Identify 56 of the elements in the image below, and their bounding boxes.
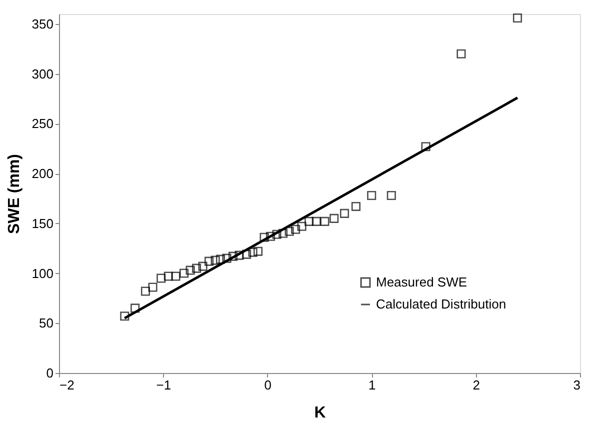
point <box>164 272 173 281</box>
point <box>312 216 321 226</box>
point <box>284 226 294 236</box>
x-tick-label: 1 <box>368 378 376 392</box>
x-tick-label: −1 <box>156 378 172 392</box>
point <box>386 190 396 200</box>
x-tick-label: 0 <box>264 378 272 392</box>
point <box>171 272 180 281</box>
point <box>266 232 276 241</box>
point <box>272 230 282 239</box>
point <box>242 250 252 259</box>
point <box>180 268 189 278</box>
point <box>456 49 466 58</box>
point <box>248 248 258 257</box>
y-tick-label: 150 <box>32 216 54 231</box>
y-tick-label: 300 <box>32 66 54 82</box>
point <box>512 13 522 23</box>
point <box>148 282 158 292</box>
y-tick-label: 350 <box>32 16 54 32</box>
y-tick-label: 250 <box>32 116 54 132</box>
point <box>216 254 226 264</box>
point <box>297 222 306 231</box>
point <box>304 216 314 226</box>
point <box>254 246 263 256</box>
point <box>228 252 238 261</box>
x-tick-label: 2 <box>472 378 480 392</box>
point <box>186 266 195 275</box>
point <box>130 304 140 313</box>
x-tick-label: −2 <box>60 378 74 392</box>
point <box>210 256 220 265</box>
point <box>156 274 166 283</box>
point <box>421 142 430 152</box>
legend-label: Measured SWE <box>376 274 468 290</box>
point <box>340 208 350 218</box>
point <box>330 214 339 223</box>
y-axis-title: SWE (mm) <box>6 154 23 234</box>
point <box>222 254 232 263</box>
point <box>260 232 269 242</box>
point <box>351 202 360 211</box>
point <box>120 312 130 321</box>
x-axis-title: K <box>314 404 326 422</box>
legend-label: Calculated Distribution <box>376 296 506 312</box>
x-tick-label: 3 <box>573 378 580 392</box>
point <box>204 256 214 266</box>
point <box>140 286 150 296</box>
y-tick-label: 0 <box>46 366 54 380</box>
y-tick-label: 50 <box>39 316 54 331</box>
point <box>198 262 208 271</box>
point <box>192 264 202 273</box>
y-tick-label: 200 <box>32 166 54 182</box>
point <box>291 224 300 234</box>
y-tick-label: 100 <box>32 266 54 281</box>
point <box>367 190 376 200</box>
point <box>320 216 330 226</box>
point <box>278 228 288 238</box>
point <box>234 250 244 260</box>
